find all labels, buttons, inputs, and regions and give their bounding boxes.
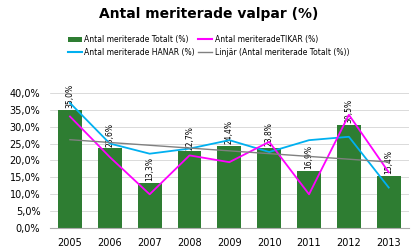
Legend: Antal meriterade Totalt (%), Antal meriterade HANAR (%), Antal meriteradeTIKAR (: Antal meriterade Totalt (%), Antal merit…: [66, 33, 351, 59]
Bar: [257, 148, 281, 228]
Text: 22,7%: 22,7%: [185, 126, 194, 150]
Text: 30,5%: 30,5%: [344, 99, 353, 123]
Text: 15,4%: 15,4%: [384, 150, 393, 174]
Text: 23,6%: 23,6%: [106, 123, 114, 147]
Text: 23,8%: 23,8%: [265, 122, 274, 146]
Bar: [178, 151, 201, 228]
Bar: [337, 125, 361, 228]
Bar: [217, 146, 241, 228]
Bar: [377, 176, 401, 228]
Bar: [58, 110, 82, 228]
Text: 24,4%: 24,4%: [225, 120, 234, 144]
Bar: [138, 183, 162, 228]
Text: 16,9%: 16,9%: [304, 145, 314, 169]
Bar: [297, 171, 321, 228]
Text: 13,3%: 13,3%: [145, 157, 154, 182]
Bar: [98, 148, 122, 228]
Text: 35,0%: 35,0%: [65, 84, 75, 108]
Text: Antal meriterade valpar (%): Antal meriterade valpar (%): [99, 7, 318, 21]
